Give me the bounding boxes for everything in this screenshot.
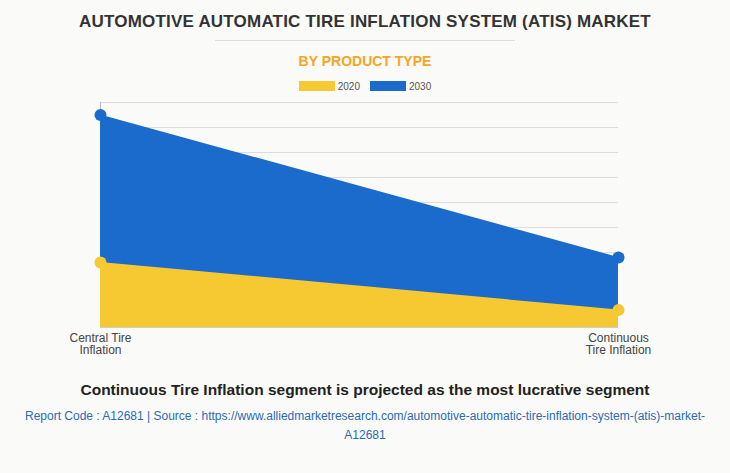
html-text:2020: 2020 bbox=[337, 80, 360, 92]
html-text:2030: 2030 bbox=[409, 80, 432, 92]
html-text:AUTOMOTIVE AUTOMATIC TIRE INFL: AUTOMOTIVE AUTOMATIC TIRE INFLATION SYST… bbox=[79, 12, 651, 31]
html-text:Report Code : A12681 | Source: Report Code : A12681 | Source : https://… bbox=[25, 409, 705, 442]
html-text:Continuous Tire Inflation segm: Continuous Tire Inflation segment is pro… bbox=[80, 381, 650, 398]
svg-text:ContinuousTire Inflation: ContinuousTire Inflation bbox=[586, 331, 652, 357]
html-text:BY PRODUCT TYPE: BY PRODUCT TYPE bbox=[298, 53, 432, 69]
svg-text:Central TireInflation: Central TireInflation bbox=[69, 331, 131, 357]
